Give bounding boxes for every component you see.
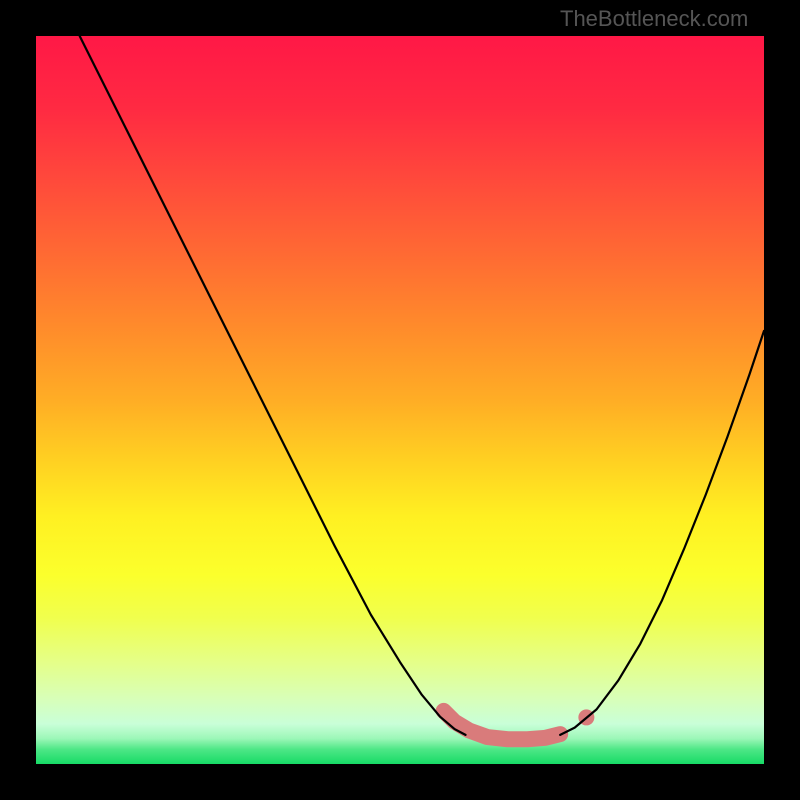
curve-right	[560, 331, 764, 735]
highlight-segment	[444, 711, 560, 739]
figure-root: TheBottleneck.com	[0, 0, 800, 800]
watermark-text: TheBottleneck.com	[560, 6, 748, 32]
curve-layer	[0, 0, 800, 800]
curve-left	[80, 36, 466, 735]
